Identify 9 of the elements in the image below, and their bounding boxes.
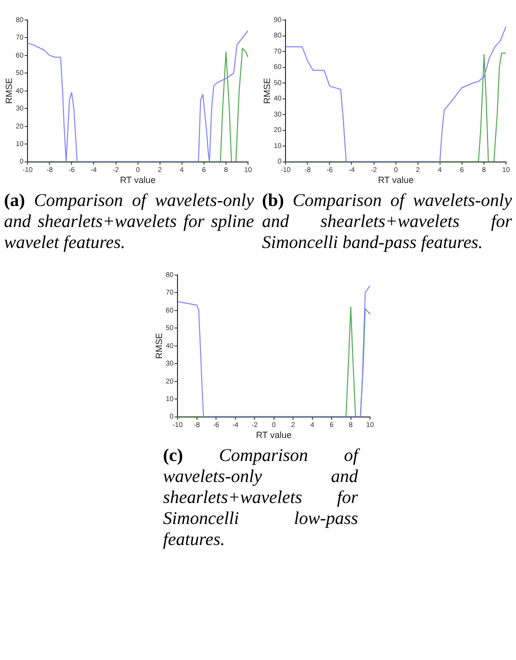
y-axis-title: RMSE bbox=[154, 332, 164, 359]
text: (c) Comparison of wavelets-only and shearlets+wavelets for Simoncelli low-pass features. bbox=[163, 445, 358, 549]
y-axis-title: RMSE bbox=[4, 78, 14, 104]
x-axis-title: RT value bbox=[378, 175, 414, 186]
text: (a) Comparison of wavelets-only and shearlets+wavelets for spline wavelet features. bbox=[4, 190, 254, 253]
text: (b) Comparison of wavelets-only and shearlets+wavelets for Simoncelli band-pass features. bbox=[262, 190, 512, 253]
x-axis-title: RT value bbox=[120, 175, 156, 186]
x-axis-title: RT value bbox=[256, 430, 292, 440]
y-axis-title: RMSE bbox=[262, 78, 272, 104]
